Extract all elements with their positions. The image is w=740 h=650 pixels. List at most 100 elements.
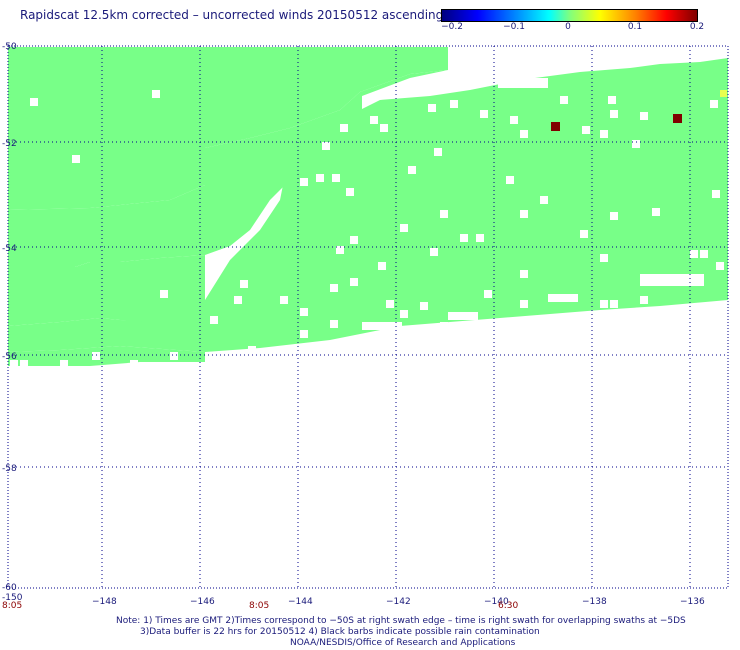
wind-swath (8, 47, 728, 366)
swath-region (8, 47, 448, 210)
missing-cell (420, 302, 428, 310)
note-line: 3)Data buffer is 22 hrs for 20150512 4) … (140, 627, 540, 637)
high-value-cell (673, 114, 682, 123)
missing-cell (460, 234, 468, 242)
missing-cell (160, 290, 168, 298)
colorbar-tick: 0.1 (627, 22, 643, 32)
missing-cell (152, 90, 160, 98)
swath-gap (548, 294, 578, 302)
lat-tick-label: -58 (2, 464, 17, 474)
map-frame (7, 45, 729, 589)
missing-cell (600, 254, 608, 262)
lat-tick-label: -52 (2, 139, 17, 149)
swath-gap (640, 274, 704, 286)
lon-tick-label: −136 (680, 597, 705, 607)
missing-cell (700, 250, 708, 258)
missing-cell (170, 352, 178, 360)
missing-cell (690, 250, 698, 258)
missing-cell (386, 300, 394, 308)
missing-cell (350, 278, 358, 286)
missing-cell (332, 174, 340, 182)
lat-tick-label: -60 (2, 583, 17, 593)
missing-cell (560, 96, 568, 104)
swath-region (8, 58, 728, 352)
missing-cell (336, 246, 344, 254)
lat-lon-grid (8, 46, 728, 588)
missing-cell (480, 110, 488, 118)
colorbar-tick: 0 (565, 22, 571, 32)
missing-cell (652, 208, 660, 216)
missing-cell (440, 210, 448, 218)
missing-cell (340, 124, 348, 132)
missing-cell (20, 360, 28, 368)
note-line: NOAA/NESDIS/Office of Research and Appli… (290, 638, 516, 648)
note-line: Note: 1) Times are GMT 2)Times correspon… (116, 616, 686, 626)
colorbar-tick: −0.1 (503, 22, 525, 32)
swath-region (8, 346, 205, 366)
missing-cell (580, 230, 588, 238)
time-label: 8:05 (2, 601, 22, 611)
colorbar-tick: 0.2 (689, 22, 705, 32)
missing-cell (300, 308, 308, 316)
missing-cell (600, 300, 608, 308)
lon-tick-label: −146 (190, 597, 215, 607)
time-label: 6:30 (498, 601, 518, 611)
lon-tick-label: -150 (2, 593, 23, 603)
missing-cell (712, 190, 720, 198)
missing-cell (72, 155, 80, 163)
missing-cell (610, 300, 618, 308)
missing-cell (640, 112, 648, 120)
axis-labels: -50 -52 -54 -56 -58 -60 -150 −148 −146 −… (2, 42, 705, 611)
missing-cell (130, 360, 138, 368)
missing-cell (716, 262, 724, 270)
lon-tick-label: −138 (582, 597, 607, 607)
swath-region (8, 255, 205, 326)
missing-cell (440, 322, 448, 330)
lat-tick-label: -56 (2, 352, 17, 362)
medium-value-cell (720, 90, 727, 97)
missing-cell (510, 116, 518, 124)
missing-cell (434, 148, 442, 156)
missing-cell (484, 290, 492, 298)
missing-cell (330, 284, 338, 292)
missing-cell (60, 360, 68, 368)
missing-cell (380, 124, 388, 132)
missing-cell (640, 296, 648, 304)
missing-cell (330, 320, 338, 328)
missing-cell (316, 174, 324, 182)
swath-region (8, 47, 448, 267)
missing-cell (400, 310, 408, 318)
missing-cell (322, 142, 330, 150)
lat-tick-label: -50 (2, 42, 17, 52)
missing-cell (430, 248, 438, 256)
lon-tick-label: −144 (288, 597, 313, 607)
missing-cell (30, 98, 38, 106)
missing-cell (234, 296, 242, 304)
swath-gap (362, 322, 402, 330)
lon-tick-label: −142 (386, 597, 411, 607)
swath-gap (448, 312, 478, 320)
missing-cell (346, 188, 354, 196)
missing-cell (400, 224, 408, 232)
missing-cell (370, 116, 378, 124)
missing-cell (582, 126, 590, 134)
missing-cell (600, 130, 608, 138)
missing-cell (300, 330, 308, 338)
missing-cell (520, 300, 528, 308)
missing-cell (610, 110, 618, 118)
lat-tick-label: -54 (2, 244, 17, 254)
missing-cell (280, 296, 288, 304)
missing-cell (350, 236, 358, 244)
time-label: 8:05 (249, 601, 269, 611)
missing-cell (506, 176, 514, 184)
colorbar (441, 9, 698, 22)
map-title: Rapidscat 12.5km corrected – uncorrected… (20, 8, 444, 22)
missing-cell (230, 352, 238, 360)
missing-cell (540, 196, 548, 204)
missing-cell (240, 280, 248, 288)
missing-cell (300, 178, 308, 186)
missing-cell (610, 212, 618, 220)
missing-cell (710, 100, 718, 108)
missing-cell (608, 96, 616, 104)
